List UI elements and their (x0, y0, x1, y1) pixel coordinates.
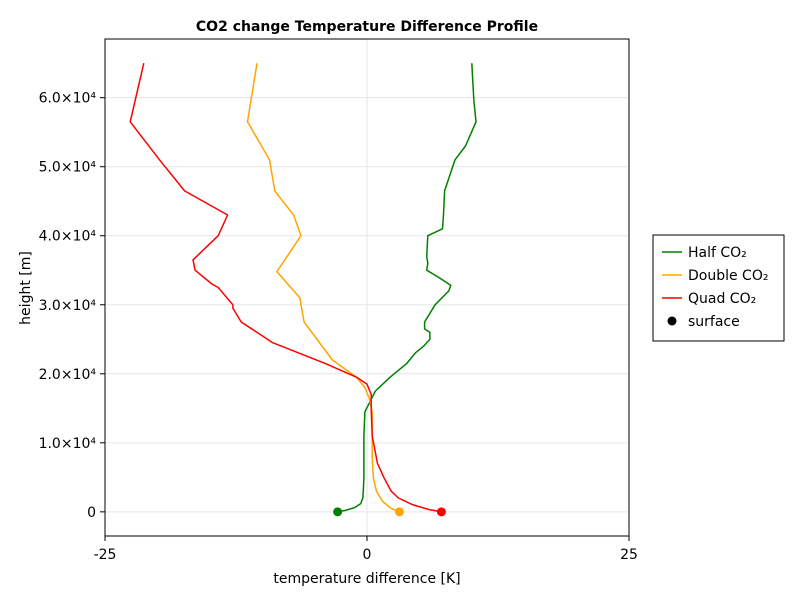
series-line-double-co (246, 63, 400, 513)
surface-point (394, 507, 404, 517)
legend-label: Quad CO₂ (688, 291, 756, 307)
x-tick-label: 25 (620, 547, 638, 563)
series-line-half-co (337, 63, 477, 513)
legend-label: Double CO₂ (688, 268, 768, 284)
y-tick-label: 4.0×10⁴ (39, 229, 97, 245)
y-tick-label: 3.0×10⁴ (39, 298, 97, 314)
series-line-quad-co (129, 63, 442, 513)
y-tick-layer: 0 1.0×10⁴ 2.0×10⁴ 3.0×10⁴ 4.0×10⁴ 5.0×10⁴ 6.0×… (39, 91, 105, 521)
surface-point (436, 507, 446, 517)
legend-label: Half CO₂ (688, 245, 747, 261)
legend-marker-swatch (667, 316, 677, 326)
y-tick-label: 0 (87, 505, 96, 521)
x-tick-layer: -25 0 25 (94, 536, 638, 563)
x-tick-label: 0 (363, 547, 372, 563)
y-tick-label: 6.0×10⁴ (39, 91, 97, 107)
x-tick-label: -25 (94, 547, 117, 563)
y-tick-label: 1.0×10⁴ (39, 436, 97, 452)
series-layer (129, 63, 477, 513)
y-axis-label: height [m] (18, 251, 34, 325)
y-tick-label: 5.0×10⁴ (39, 160, 97, 176)
legend: Half CO₂ Double CO₂ Quad CO₂ surface (652, 234, 785, 342)
grid-layer (104, 39, 630, 536)
chart-title: CO2 change Temperature Difference Profil… (196, 19, 538, 35)
y-tick-label: 2.0×10⁴ (39, 367, 97, 383)
legend-label: surface (688, 314, 740, 330)
x-axis-label: temperature difference [K] (273, 571, 460, 587)
surface-point (333, 507, 343, 517)
surface-marker-layer (333, 507, 446, 517)
